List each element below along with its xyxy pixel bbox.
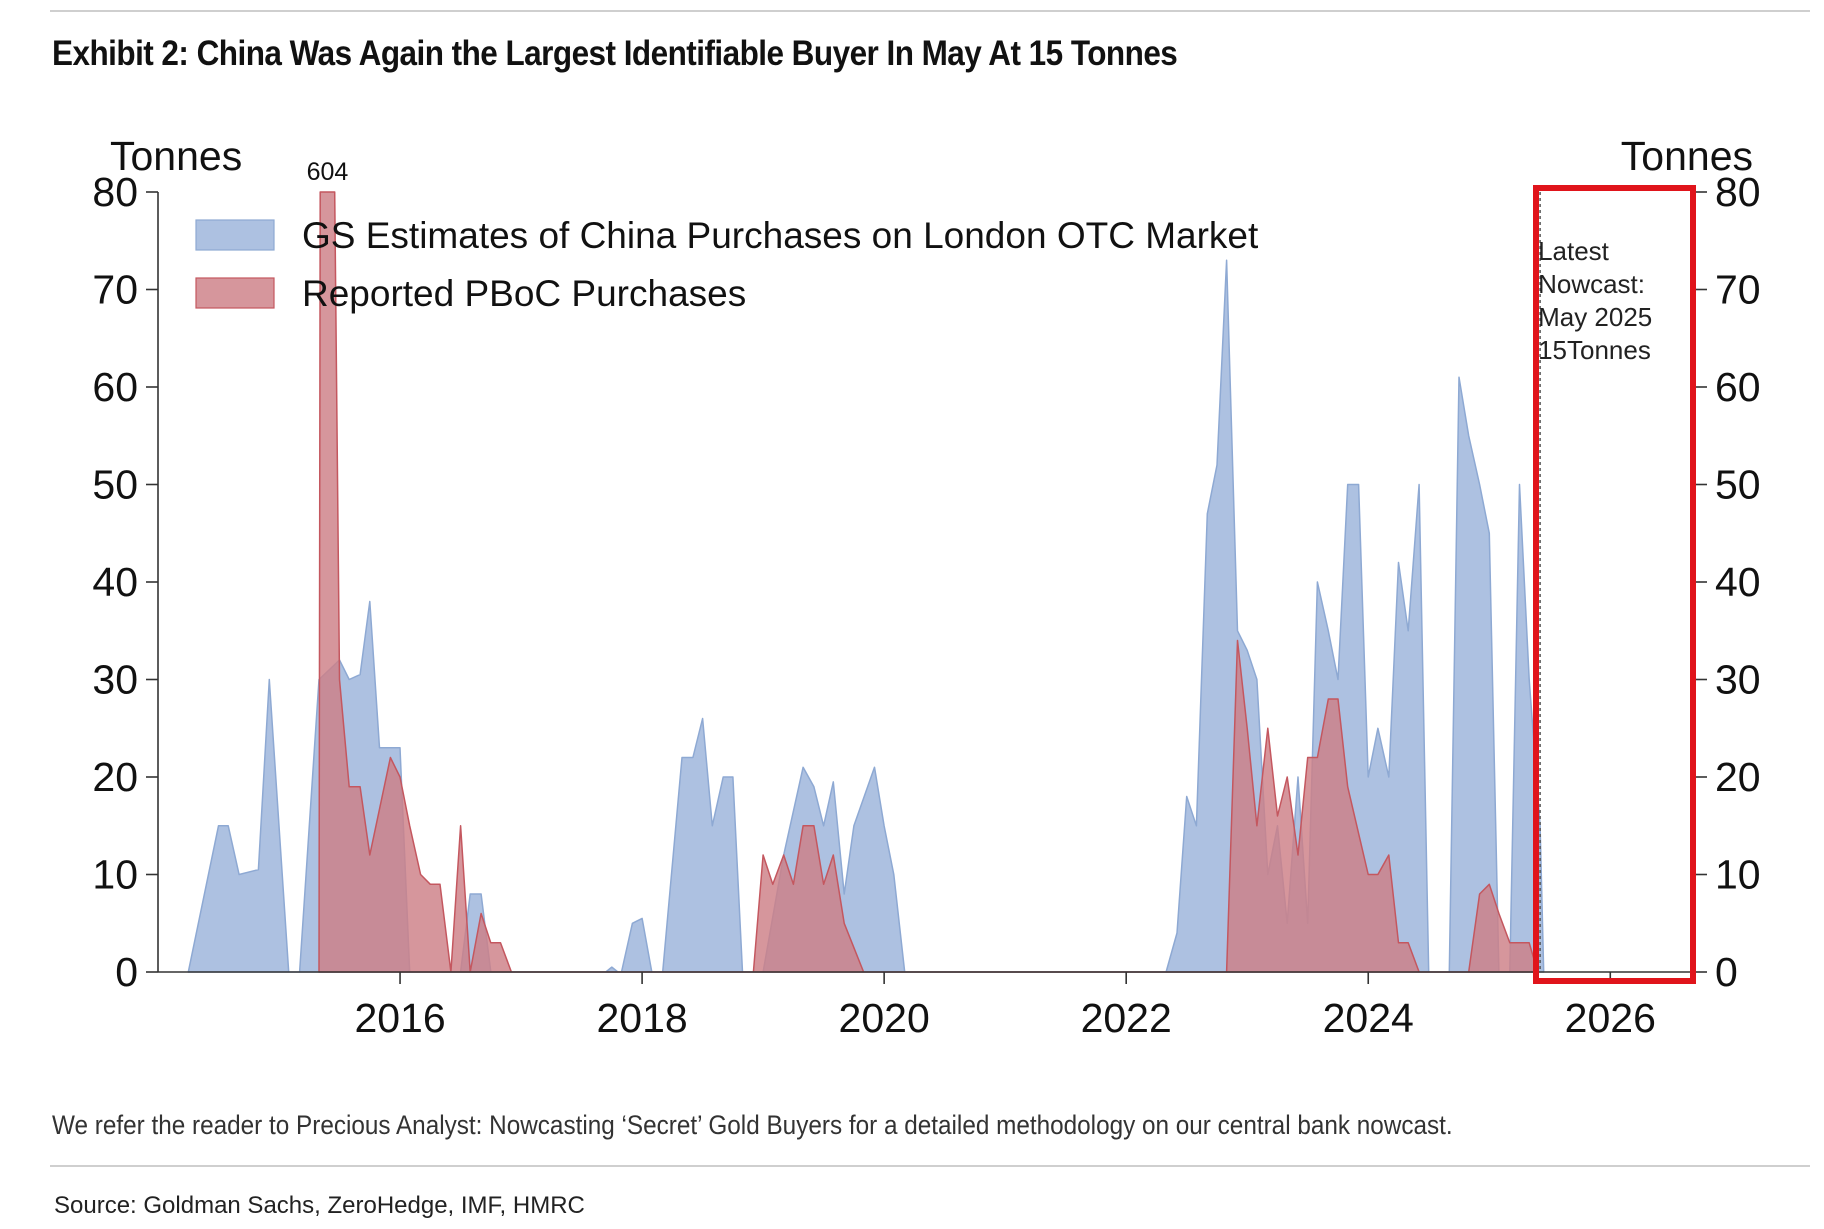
nowcast-label-line: Latest (1538, 236, 1610, 266)
left-tick-label: 70 (92, 267, 138, 313)
legend: GS Estimates of China Purchases on Londo… (195, 215, 1259, 314)
x-tick-label: 2024 (1323, 995, 1414, 1041)
right-axis-title: Tonnes (1621, 133, 1753, 179)
exhibit-title: Exhibit 2: China Was Again the Largest I… (52, 34, 1178, 73)
nowcast-label-line: Nowcast: (1538, 269, 1645, 299)
x-tick-label: 2020 (839, 995, 930, 1041)
pboc-peak-label: 604 (307, 158, 349, 186)
left-tick-label: 10 (92, 852, 138, 898)
nowcast-label-line: May 2025 (1538, 302, 1652, 332)
right-tick-label: 40 (1715, 559, 1761, 605)
legend-swatch (195, 277, 275, 309)
right-tick-label: 80 (1715, 169, 1761, 215)
left-tick-label: 50 (92, 462, 138, 508)
top-rule (50, 10, 1810, 12)
x-tick-label: 2016 (354, 995, 445, 1041)
methodology-note: We refer the reader to Precious Analyst:… (52, 1110, 1453, 1140)
pboc-series (318, 191, 1539, 973)
x-tick-label: 2026 (1565, 995, 1656, 1041)
legend-swatch (195, 219, 275, 251)
left-axis-title: Tonnes (110, 133, 242, 179)
left-tick-label: 60 (92, 364, 138, 410)
source-line: Source: Goldman Sachs, ZeroHedge, IMF, H… (54, 1192, 585, 1219)
nowcast-highlight-box (1533, 185, 1696, 984)
right-tick-label: 30 (1715, 657, 1761, 703)
pboc-purchases-area (318, 191, 1539, 973)
right-tick-label: 50 (1715, 462, 1761, 508)
legend-label: GS Estimates of China Purchases on Londo… (302, 215, 1259, 256)
right-tick-label: 20 (1715, 754, 1761, 800)
x-tick-label: 2018 (596, 995, 687, 1041)
right-tick-label: 60 (1715, 364, 1761, 410)
left-tick-label: 30 (92, 657, 138, 703)
nowcast-label-line: 15Tonnes (1538, 335, 1651, 365)
x-tick-label: 2022 (1081, 995, 1172, 1041)
bottom-rule (50, 1165, 1810, 1167)
legend-label: Reported PBoC Purchases (302, 273, 746, 314)
right-tick-label: 70 (1715, 267, 1761, 313)
left-tick-label: 20 (92, 754, 138, 800)
left-tick-label: 80 (92, 169, 138, 215)
right-tick-label: 0 (1715, 949, 1738, 995)
right-tick-label: 10 (1715, 852, 1761, 898)
left-tick-label: 0 (115, 949, 138, 995)
left-tick-label: 40 (92, 559, 138, 605)
